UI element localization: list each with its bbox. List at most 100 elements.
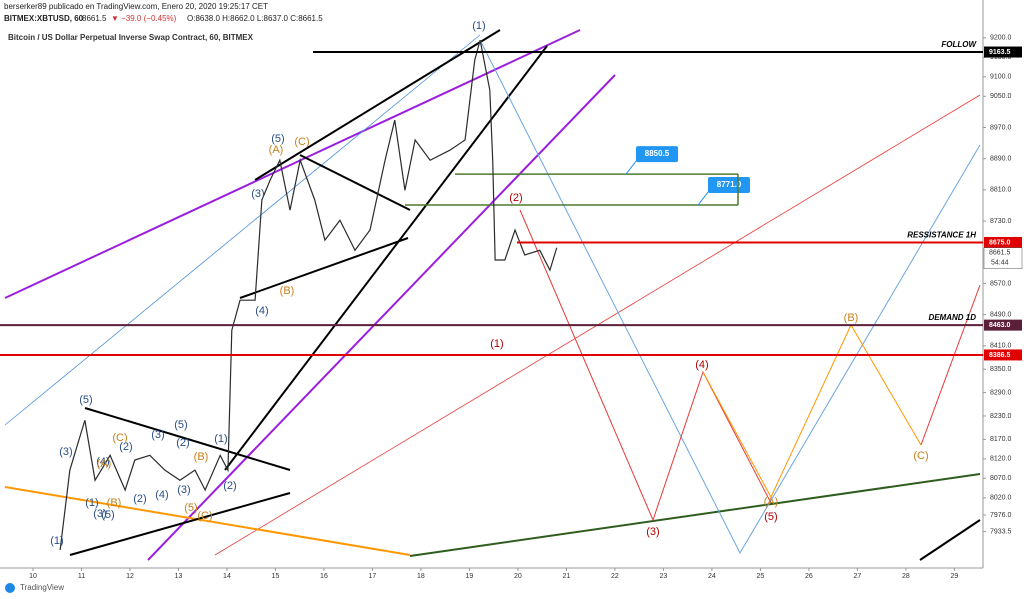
- projection-red: [920, 284, 981, 446]
- wave-label: (B): [107, 497, 122, 509]
- projection-blue: [479, 39, 981, 555]
- channel-line: [147, 74, 616, 561]
- wave-label: (C): [112, 432, 127, 444]
- x-tick-label: 11: [78, 573, 85, 580]
- level-note: RESSISTANCE 1H: [907, 231, 976, 240]
- x-tick-label: 12: [126, 573, 134, 580]
- wave-label: (1): [50, 535, 63, 547]
- price-box: [984, 319, 1022, 331]
- logo: [5, 583, 15, 593]
- wedge-line: [254, 29, 501, 181]
- x-tick-label: 28: [902, 573, 910, 580]
- callout-label: 8771.0: [717, 180, 742, 189]
- price-box-label: 8463.0: [989, 322, 1011, 329]
- wave-label: (2): [509, 192, 522, 204]
- price-box: [984, 236, 1022, 248]
- callout-box: [708, 177, 750, 194]
- price-box: [984, 46, 1022, 58]
- publisher: berserker89 publicado en TradingView.com…: [4, 2, 268, 11]
- wave-label: (3): [93, 508, 106, 520]
- wave-label: (3): [177, 484, 190, 496]
- triangle-line: [84, 407, 291, 471]
- y-tick-label: 8350.0: [990, 366, 1012, 373]
- wave-label: (2): [223, 480, 236, 492]
- level-note: DEMAND 1D: [928, 313, 976, 322]
- wave-label: (4): [255, 305, 268, 317]
- wave-label: (1): [472, 20, 485, 32]
- x-tick-label: 29: [950, 573, 958, 580]
- y-tick-label: 8890.0: [990, 156, 1012, 163]
- wave-label: (C): [294, 136, 309, 148]
- chart-title: Bitcoin / US Dollar Perpetual Inverse Sw…: [8, 33, 254, 42]
- wave-label: (5): [101, 509, 114, 521]
- price-box: [984, 349, 1022, 361]
- last-price-box: [983, 247, 1023, 269]
- wave-label: (2): [119, 441, 132, 453]
- wave-label: (A): [764, 496, 779, 508]
- wedge-line: [299, 154, 411, 211]
- y-tick-label: 8120.0: [990, 456, 1012, 463]
- wave-label: (B): [194, 451, 209, 463]
- channel-line: [4, 29, 581, 299]
- wave-label: (A): [97, 458, 112, 470]
- x-tick-label: 17: [369, 573, 377, 580]
- y-tick-label: 8170.0: [990, 436, 1012, 443]
- wave-label: (B): [280, 285, 295, 297]
- price-line: [59, 39, 558, 551]
- x-tick-label: 27: [853, 573, 861, 580]
- price-box-label: 9163.5: [989, 49, 1011, 56]
- y-tick-label: 8970.0: [990, 124, 1012, 131]
- symbol: BITMEX:XBTUSD, 60: [4, 14, 84, 23]
- change: ▼ −39.0 (−0.45%): [111, 14, 177, 23]
- y-tick-label: 8290.0: [990, 389, 1012, 396]
- x-tick-label: 24: [708, 573, 716, 580]
- y-tick-label: 8570.0: [990, 280, 1012, 287]
- x-tick-label: 16: [320, 573, 328, 580]
- wave-label: (B): [844, 312, 859, 324]
- ohlc: O:8638.0 H:8662.0 L:8637.0 C:8661.5: [187, 14, 323, 23]
- wave-label: (3): [646, 526, 659, 538]
- wave-label: (5): [174, 419, 187, 431]
- x-tick-label: 13: [175, 573, 183, 580]
- wave-label: (1): [214, 433, 227, 445]
- wave-label: (4): [96, 456, 109, 468]
- brand: TradingView: [20, 583, 64, 592]
- y-tick-label: 8410.0: [990, 343, 1012, 350]
- callout-box: [636, 146, 678, 163]
- x-tick-label: 20: [514, 573, 522, 580]
- x-tick-label: 14: [223, 573, 231, 580]
- y-tick-label: 8810.0: [990, 187, 1012, 194]
- y-tick-label: 8230.0: [990, 413, 1012, 420]
- wave-label: (1): [85, 497, 98, 509]
- x-tick-label: 26: [805, 573, 813, 580]
- x-tick-label: 15: [272, 573, 280, 580]
- wedge-line: [239, 237, 409, 299]
- y-tick-label: 8070.0: [990, 475, 1012, 482]
- wave-label: (3): [59, 446, 72, 458]
- wave-label: (C): [913, 450, 928, 462]
- wave-label: (2): [133, 493, 146, 505]
- y-tick-label: 9100.0: [990, 74, 1012, 81]
- y-tick-label: 9200.0: [990, 35, 1012, 42]
- wave-label: (5): [271, 133, 284, 145]
- wave-label: (2): [176, 437, 189, 449]
- last-price: 8661.5: [82, 14, 107, 23]
- wave-label: (C): [197, 510, 212, 522]
- wave-label: (5): [79, 394, 92, 406]
- wave-label: (3): [151, 429, 164, 441]
- wedge-line: [224, 45, 548, 471]
- x-tick-label: 25: [757, 573, 765, 580]
- trend-line: [919, 519, 981, 561]
- projection-red: [519, 209, 772, 522]
- callout-label: 8850.5: [645, 149, 670, 158]
- y-tick-label: 8020.0: [990, 495, 1012, 502]
- wave-label: (3): [251, 188, 264, 200]
- y-tick-label: 7976.0: [990, 512, 1012, 519]
- triangle-line: [69, 492, 291, 556]
- wave-labels: (5) (3) (1) (4) (2) (1) (3) (5) (2) (3) …: [50, 20, 928, 547]
- wave-label: (1): [490, 338, 503, 350]
- projection-orange: [702, 323, 922, 499]
- price-box-label: 8675.0: [989, 239, 1011, 246]
